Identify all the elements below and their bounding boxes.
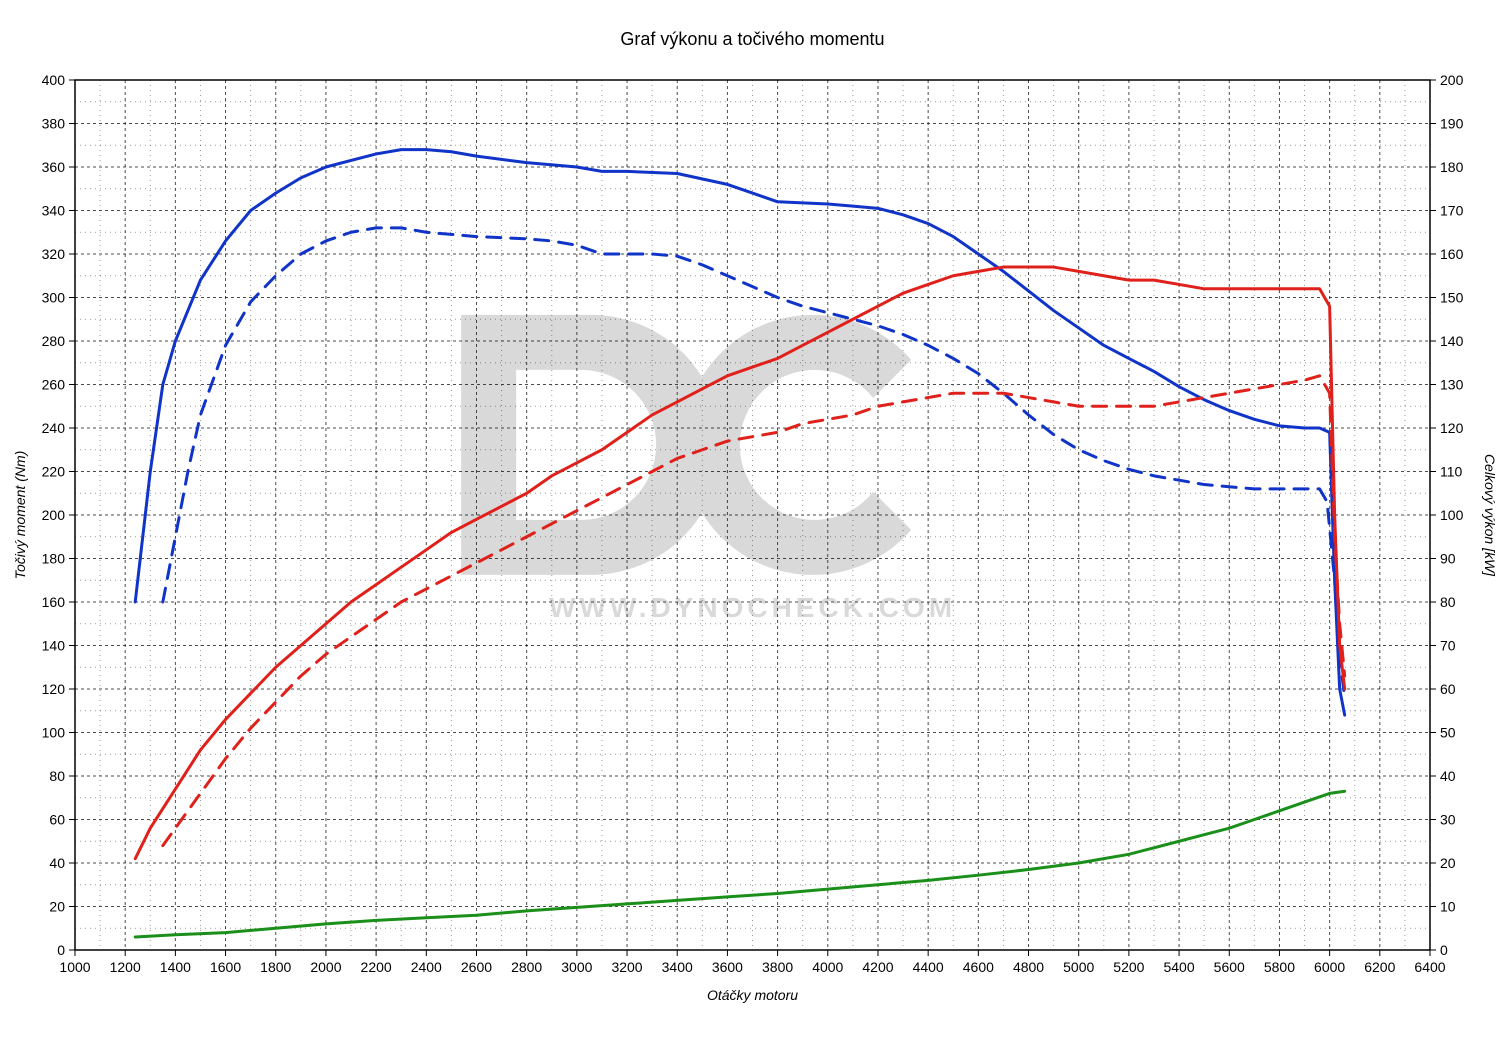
x-tick: 4600	[963, 959, 994, 975]
x-tick: 6000	[1314, 959, 1345, 975]
y-left-tick: 60	[49, 812, 65, 828]
y-left-tick: 140	[42, 638, 66, 654]
y-left-tick: 300	[42, 290, 66, 306]
x-tick: 5200	[1113, 959, 1144, 975]
x-tick: 5600	[1214, 959, 1245, 975]
x-axis-label: Otáčky motoru	[707, 987, 798, 1003]
y-right-tick: 180	[1440, 159, 1464, 175]
y-left-tick: 200	[42, 507, 66, 523]
y-right-tick: 70	[1440, 638, 1456, 654]
y-left-tick: 160	[42, 594, 66, 610]
y-right-tick: 0	[1440, 942, 1448, 958]
y-right-tick: 160	[1440, 246, 1464, 262]
y-right-tick: 30	[1440, 812, 1456, 828]
x-tick: 2400	[411, 959, 442, 975]
chart-svg: WWW.DYNOCHECK.COM10001200140016001800200…	[0, 0, 1500, 1041]
x-tick: 1400	[160, 959, 191, 975]
y-left-tick: 380	[42, 116, 66, 132]
x-tick: 4800	[1013, 959, 1044, 975]
x-tick: 5400	[1163, 959, 1194, 975]
y-right-tick: 170	[1440, 203, 1464, 219]
y-left-tick: 80	[49, 768, 65, 784]
y-right-tick: 100	[1440, 507, 1464, 523]
x-tick: 6400	[1414, 959, 1445, 975]
y-right-tick: 150	[1440, 290, 1464, 306]
x-tick: 3000	[561, 959, 592, 975]
y-right-tick: 110	[1440, 464, 1463, 480]
y-left-tick: 0	[57, 942, 65, 958]
chart-title: Graf výkonu a točivého momentu	[620, 29, 884, 49]
x-tick: 2000	[310, 959, 341, 975]
y-left-tick: 280	[42, 333, 66, 349]
y-left-tick: 40	[49, 855, 65, 871]
y-left-tick: 320	[42, 246, 66, 262]
y-right-tick: 90	[1440, 551, 1456, 567]
y-left-axis-label: Točivý moment (Nm)	[12, 451, 28, 580]
y-right-tick: 140	[1440, 333, 1464, 349]
y-left-tick: 340	[42, 203, 66, 219]
y-left-tick: 260	[42, 377, 66, 393]
x-tick: 5800	[1264, 959, 1295, 975]
y-left-tick: 100	[42, 725, 66, 741]
x-tick: 5000	[1063, 959, 1094, 975]
x-tick: 3600	[712, 959, 743, 975]
y-right-tick: 190	[1440, 116, 1464, 132]
y-right-tick: 60	[1440, 681, 1456, 697]
x-tick: 3400	[662, 959, 693, 975]
x-tick: 2200	[361, 959, 392, 975]
x-tick: 4400	[913, 959, 944, 975]
y-left-tick: 400	[42, 72, 66, 88]
watermark-url-text: WWW.DYNOCHECK.COM	[549, 592, 956, 623]
x-tick: 2600	[461, 959, 492, 975]
y-left-tick: 180	[42, 551, 66, 567]
x-tick: 6200	[1364, 959, 1395, 975]
x-tick: 4000	[812, 959, 843, 975]
x-tick: 1600	[210, 959, 241, 975]
y-right-tick: 80	[1440, 594, 1456, 610]
y-right-tick: 40	[1440, 768, 1456, 784]
y-left-tick: 240	[42, 420, 66, 436]
y-right-tick: 120	[1440, 420, 1464, 436]
y-left-tick: 220	[42, 464, 66, 480]
y-left-tick: 20	[49, 899, 65, 915]
y-right-axis-label: Celkový výkon [kW]	[1482, 454, 1498, 577]
y-right-tick: 200	[1440, 72, 1464, 88]
x-tick: 3200	[611, 959, 642, 975]
x-tick: 2800	[511, 959, 542, 975]
x-tick: 4200	[862, 959, 893, 975]
x-tick: 1200	[110, 959, 141, 975]
dyno-chart: WWW.DYNOCHECK.COM10001200140016001800200…	[0, 0, 1500, 1041]
y-right-tick: 10	[1440, 899, 1456, 915]
y-right-tick: 20	[1440, 855, 1456, 871]
x-tick: 1800	[260, 959, 291, 975]
y-left-tick: 360	[42, 159, 66, 175]
x-tick: 1000	[59, 959, 90, 975]
y-right-tick: 50	[1440, 725, 1456, 741]
y-right-tick: 130	[1440, 377, 1464, 393]
x-tick: 3800	[762, 959, 793, 975]
y-left-tick: 120	[42, 681, 66, 697]
